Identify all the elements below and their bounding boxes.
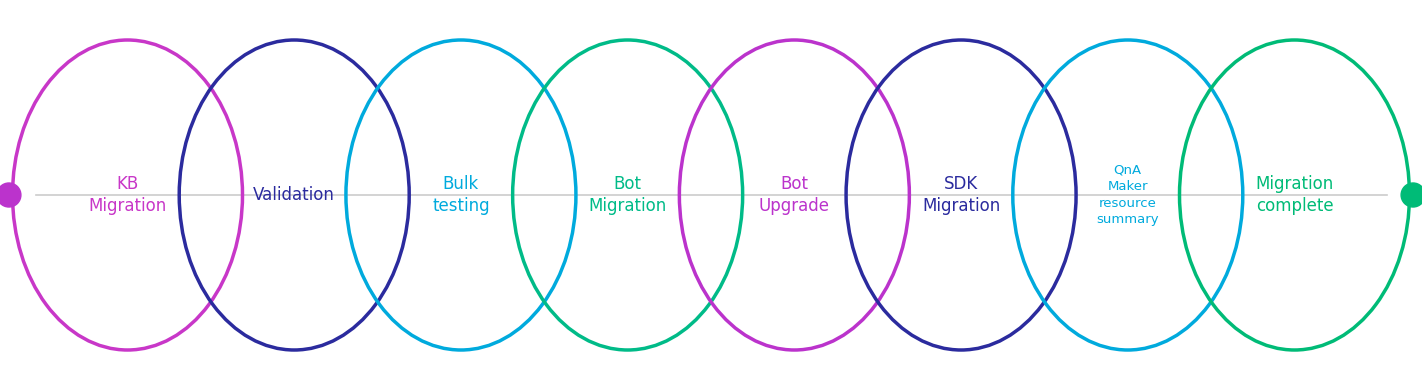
- Circle shape: [0, 183, 21, 207]
- Text: Bot
Migration: Bot Migration: [589, 175, 667, 215]
- Text: SDK
Migration: SDK Migration: [921, 175, 1000, 215]
- Circle shape: [1401, 183, 1422, 207]
- Text: Migration
complete: Migration complete: [1256, 175, 1334, 215]
- Text: Validation: Validation: [253, 186, 336, 204]
- Text: KB
Migration: KB Migration: [88, 175, 166, 215]
- Text: QnA
Maker
resource
summary: QnA Maker resource summary: [1096, 164, 1159, 226]
- Text: Bot
Upgrade: Bot Upgrade: [759, 175, 830, 215]
- Text: Bulk
testing: Bulk testing: [432, 175, 489, 215]
